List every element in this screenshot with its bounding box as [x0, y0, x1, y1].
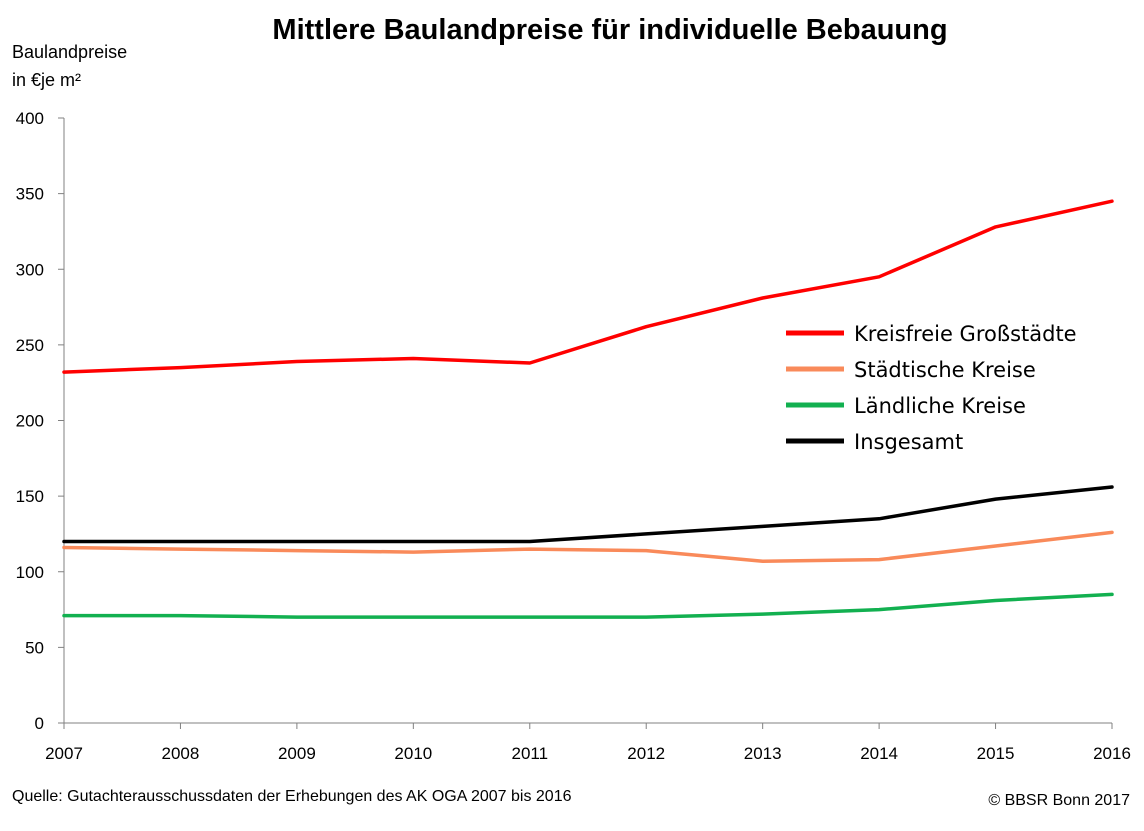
legend-label-1: Kreisfreie Großstädte — [854, 322, 1077, 346]
y-tick-label: 300 — [16, 260, 44, 279]
y-tick-label: 350 — [16, 185, 44, 204]
series-line-2 — [62, 530, 1114, 563]
y-tick-label: 0 — [35, 714, 44, 733]
x-tick-label: 2014 — [860, 744, 898, 763]
legend-label-4: Insgesamt — [854, 430, 963, 454]
legend: Kreisfreie Großstädte Städtische Kreise Lä… — [786, 322, 1077, 454]
series-line-4 — [62, 485, 1114, 544]
y-axis-label-line2: in €je m² — [12, 70, 82, 90]
y-tick-label: 150 — [16, 487, 44, 506]
credit-note: © BBSR Bonn 2017 — [988, 792, 1130, 809]
x-tick-label: 2015 — [977, 744, 1015, 763]
series-line-1 — [62, 199, 1114, 374]
x-tick-label: 2013 — [744, 744, 782, 763]
x-tick-label: 2016 — [1093, 744, 1131, 763]
x-tick-label: 2011 — [511, 744, 548, 763]
x-tick-label: 2009 — [278, 744, 316, 763]
x-tick-label: 2010 — [394, 744, 432, 763]
series-line-3 — [62, 592, 1114, 619]
y-tick-label: 400 — [16, 109, 44, 128]
x-tick-label: 2007 — [45, 744, 83, 763]
x-tick-label: 2012 — [627, 744, 665, 763]
axes: 0 50 100 150 200 250 300 350 400 2007 2008 2009 2010… — [16, 109, 1131, 763]
y-axis-label: Baulandpreise in €je m² — [12, 38, 127, 94]
y-tick-label: 100 — [16, 563, 44, 582]
line-chart: 0 50 100 150 200 250 300 350 400 2007 2008 2009 2010… — [16, 109, 1131, 763]
y-tick-label: 200 — [16, 412, 44, 431]
y-axis-label-line1: Baulandpreise — [12, 42, 128, 62]
x-tick-label: 2008 — [162, 744, 200, 763]
y-tick-label: 250 — [16, 336, 44, 355]
source-note: Quelle: Gutachterausschussdaten der Erhe… — [12, 788, 572, 805]
legend-label-3: Ländliche Kreise — [854, 394, 1026, 418]
series-layer — [62, 199, 1114, 619]
legend-label-2: Städtische Kreise — [854, 358, 1036, 382]
chart-title: Mittlere Baulandpreise für individuelle … — [272, 14, 948, 46]
y-tick-label: 50 — [25, 638, 44, 657]
